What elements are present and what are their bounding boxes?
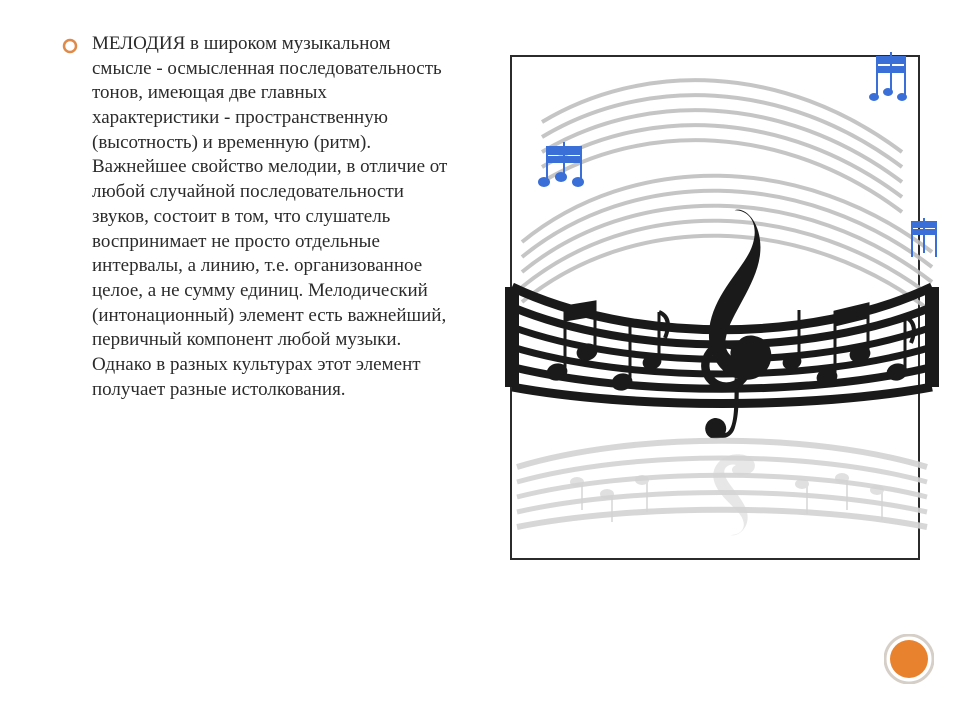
image-frame	[510, 55, 920, 560]
text-column: МЕЛОДИЯ в широком музыкальном смысле - о…	[62, 32, 452, 402]
image-column	[510, 55, 920, 560]
bullet-item: МЕЛОДИЯ в широком музыкальном смысле - о…	[62, 32, 452, 402]
bullet-icon	[62, 38, 78, 54]
music-illustration-icon	[482, 32, 952, 592]
slide: МЕЛОДИЯ в широком музыкальном смысле - о…	[0, 0, 960, 720]
corner-decoration-icon	[884, 634, 934, 684]
body-text: МЕЛОДИЯ в широком музыкальном смысле - о…	[92, 32, 452, 402]
